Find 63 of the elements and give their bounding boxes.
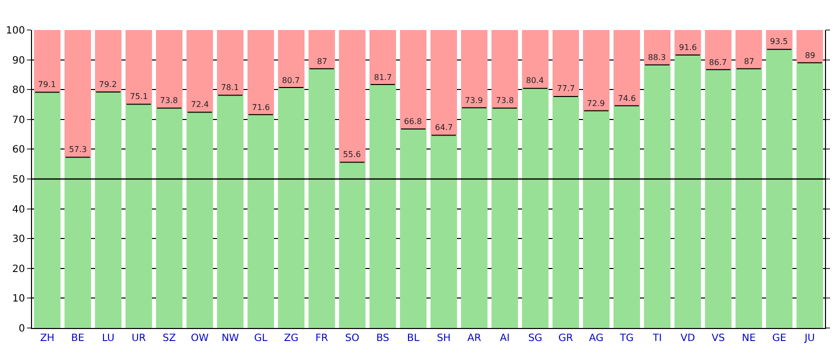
data-label: 79.1 bbox=[38, 80, 56, 89]
y-tick-label: 10 bbox=[12, 294, 25, 305]
x-tick-label: SO bbox=[345, 333, 360, 344]
x-tick-label: ZG bbox=[284, 333, 299, 344]
data-label: 88.3 bbox=[648, 53, 666, 62]
x-tick-label: FR bbox=[315, 333, 328, 344]
data-label: 57.3 bbox=[69, 145, 87, 154]
data-label: 55.6 bbox=[343, 150, 361, 159]
x-tick-label: GL bbox=[254, 333, 268, 344]
x-tick-label: BE bbox=[71, 333, 84, 344]
y-tick-label: 60 bbox=[12, 144, 25, 156]
data-label: 80.4 bbox=[526, 76, 544, 85]
x-tick-label: TG bbox=[618, 333, 634, 344]
x-tick-label: LU bbox=[102, 333, 114, 344]
data-label: 73.8 bbox=[496, 96, 514, 105]
data-label: 80.7 bbox=[282, 76, 300, 85]
x-tick-label: SH bbox=[436, 333, 451, 344]
x-tick-label: OW bbox=[190, 333, 209, 344]
data-label: 74.6 bbox=[618, 94, 636, 103]
x-tick-label: VD bbox=[680, 333, 696, 344]
x-tick-label: NW bbox=[222, 333, 240, 344]
data-label: 66.8 bbox=[404, 117, 422, 126]
x-tick-label: AR bbox=[467, 333, 482, 344]
x-tick-label: GE bbox=[772, 333, 786, 344]
data-label: 79.2 bbox=[99, 80, 117, 89]
data-label: 64.7 bbox=[435, 123, 453, 132]
data-label: 78.1 bbox=[221, 83, 239, 92]
data-label: 89 bbox=[805, 51, 816, 60]
y-tick-label: 80 bbox=[12, 85, 25, 96]
data-label: 93.5 bbox=[770, 37, 788, 46]
y-tick-label: 100 bbox=[6, 26, 25, 36]
y-tick-label: 90 bbox=[12, 55, 25, 66]
x-tick-label: ZH bbox=[40, 333, 54, 344]
x-tick-label: VS bbox=[712, 333, 725, 344]
data-label: 75.1 bbox=[130, 92, 148, 101]
data-label: 72.4 bbox=[191, 100, 209, 109]
x-tick-label: UR bbox=[132, 333, 146, 344]
data-label: 86.7 bbox=[709, 58, 727, 67]
x-tick-label: GR bbox=[558, 333, 574, 344]
y-tick-label: 30 bbox=[12, 234, 25, 246]
x-tick-label: SG bbox=[528, 333, 542, 344]
x-tick-label: JU bbox=[804, 333, 815, 344]
x-tick-label: NE bbox=[742, 333, 756, 344]
x-tick-label: BL bbox=[407, 333, 420, 344]
y-tick-label: 50 bbox=[12, 174, 25, 186]
data-label: 73.8 bbox=[160, 96, 178, 105]
x-tick-label: AI bbox=[500, 333, 510, 344]
x-tick-label: TI bbox=[652, 333, 662, 344]
y-tick-label: 40 bbox=[12, 204, 25, 216]
data-label: 81.7 bbox=[374, 73, 392, 82]
x-tick-label: SZ bbox=[162, 333, 176, 344]
x-tick-label: BS bbox=[376, 333, 390, 344]
y-tick-label: 20 bbox=[12, 264, 25, 275]
data-label: 72.9 bbox=[587, 99, 605, 108]
data-label: 91.6 bbox=[679, 43, 697, 52]
data-label: 87 bbox=[744, 57, 754, 66]
data-label: 71.6 bbox=[252, 103, 270, 112]
data-label: 87 bbox=[317, 57, 328, 66]
data-label: 73.9 bbox=[465, 96, 483, 105]
y-tick-label: 0 bbox=[18, 324, 25, 334]
y-tick-label: 70 bbox=[12, 114, 25, 126]
data-label: 77.7 bbox=[557, 84, 575, 93]
x-tick-label: AG bbox=[589, 333, 604, 344]
